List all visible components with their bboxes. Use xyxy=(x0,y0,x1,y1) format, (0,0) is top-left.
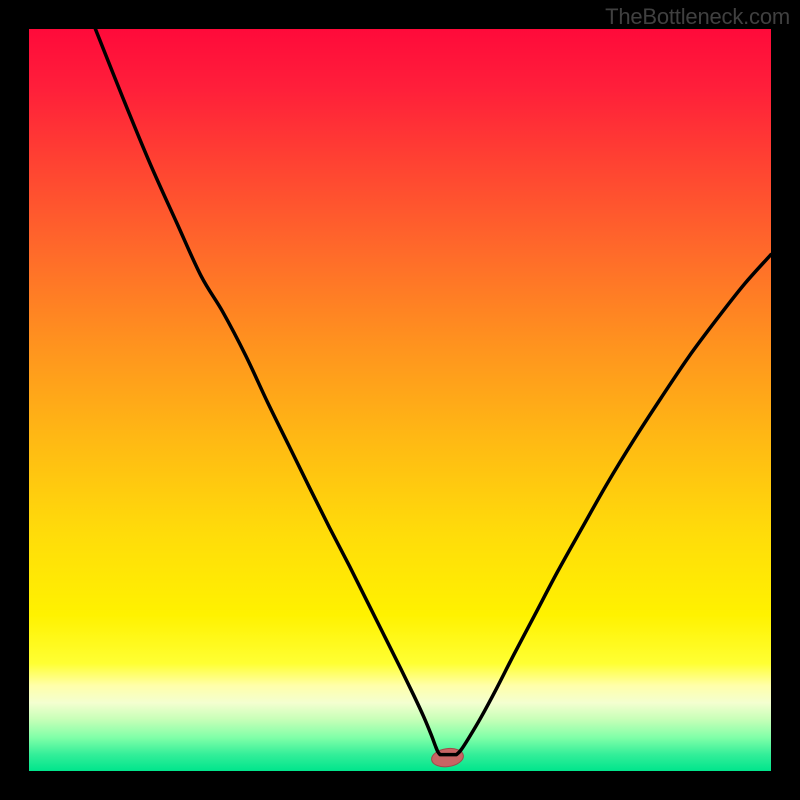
chart-stage: TheBottleneck.com xyxy=(0,0,800,800)
bottleneck-chart xyxy=(0,0,800,800)
watermark-text: TheBottleneck.com xyxy=(605,4,790,30)
